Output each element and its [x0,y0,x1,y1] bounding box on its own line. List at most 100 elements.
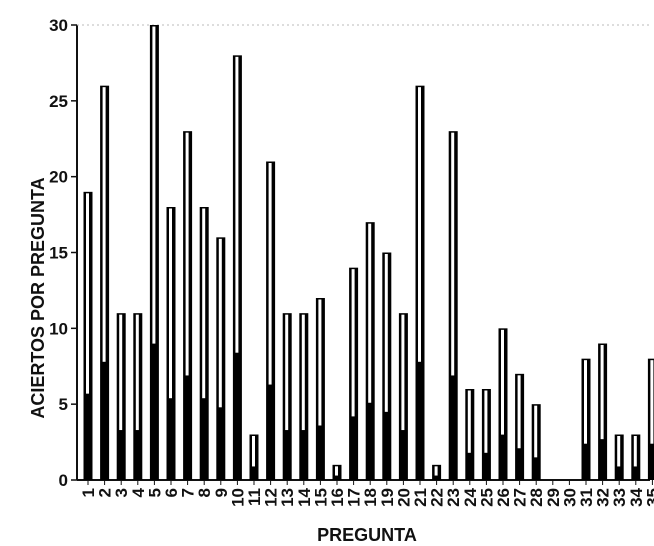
x-tick-label: 8 [195,488,214,497]
bar-highlight [335,466,338,476]
x-tick-label: 12 [262,488,281,507]
bar [299,313,309,480]
bar [332,464,342,480]
y-tick-label: 25 [49,92,68,111]
bar [531,404,541,480]
bar [232,55,242,480]
y-tick-label: 15 [49,244,68,263]
bar [498,328,508,480]
bar-highlight [218,238,222,408]
bar-highlight [235,56,239,353]
bar-highlight [152,26,156,344]
bar-highlight [252,436,255,467]
bar [133,313,143,480]
bar [166,207,176,480]
bar-highlight [467,390,471,453]
x-tick-label: 33 [610,488,629,507]
bar-highlight [318,299,322,426]
x-tick-label: 29 [544,488,563,507]
bar [183,131,193,480]
y-axis-ticks: 0 5 10 15 20 25 30 [49,16,77,490]
bar [448,131,458,480]
bar-highlight [401,314,405,431]
x-tick-label: 20 [394,488,413,507]
x-tick-label: 10 [228,488,247,507]
x-tick-label: 23 [444,488,463,507]
bar [465,389,475,480]
bar [481,389,491,480]
bar [647,358,654,480]
bar-highlight [517,375,521,449]
x-tick-label: 25 [477,488,496,507]
bars [83,25,654,481]
y-tick-label: 0 [59,471,68,490]
bar-highlight [451,132,455,376]
bar [349,267,359,480]
bar [149,25,159,480]
bar-highlight [119,314,123,431]
x-tick-label: 14 [295,487,314,506]
bar [382,252,392,480]
x-tick-label: 3 [112,488,131,497]
bar [100,85,110,481]
x-tick-label: 21 [411,488,430,507]
y-tick-label: 5 [59,395,68,414]
bar [266,161,276,480]
x-tick-label: 5 [145,488,164,497]
x-tick-label: 19 [378,488,397,507]
x-tick-label: 7 [179,488,198,497]
bar-highlight [484,390,488,453]
bar [598,343,608,480]
bar [432,464,442,480]
bar [282,313,292,480]
bar-highlight [584,360,587,444]
bar-highlight [86,193,89,394]
y-axis-title: ACIERTOS POR PREGUNTA [28,177,48,418]
bar-highlight [135,314,139,431]
bar-highlight [368,223,372,403]
x-tick-label: 1 [79,488,98,497]
bar [315,298,325,480]
bar [631,434,641,480]
bar-highlight [501,329,504,435]
x-tick-label: 28 [527,488,546,507]
x-tick-label: 18 [361,488,380,507]
x-tick-label: 27 [511,488,530,507]
bar-highlight [534,405,538,458]
x-tick-label: 31 [577,488,596,507]
x-tick-label: 15 [311,488,330,507]
y-tick-label: 20 [49,168,68,187]
bar-highlight [633,436,637,467]
x-axis-title: PREGUNTA [317,525,417,545]
plot-frame [76,24,650,481]
bar-highlight [351,269,355,417]
bar-highlight [650,360,654,444]
x-tick-label: 26 [494,488,513,507]
bar-highlight [285,314,289,431]
bar-highlight [268,163,272,385]
x-tick-label: 17 [345,488,364,507]
bar-highlight [301,314,305,431]
x-tick-label: 34 [627,487,646,506]
bar [614,434,624,480]
bar-highlight [418,87,421,362]
x-tick-label: 13 [278,488,297,507]
bar [581,358,591,480]
x-tick-label: 16 [328,488,347,507]
x-tick-label: 11 [245,488,264,506]
x-tick-label: 24 [461,487,480,506]
y-tick-label: 10 [49,319,68,338]
x-tick-label: 30 [560,488,579,507]
bar [249,434,259,480]
x-tick-label: 9 [212,488,231,497]
bar [199,207,209,480]
bar [515,373,525,480]
y-tick-label: 30 [49,16,68,35]
x-tick-label: 6 [162,488,181,497]
bar-highlight [434,466,438,476]
x-tick-label: 22 [428,488,447,507]
bar [365,222,375,480]
bar [83,191,93,481]
bar-highlight [600,345,604,440]
